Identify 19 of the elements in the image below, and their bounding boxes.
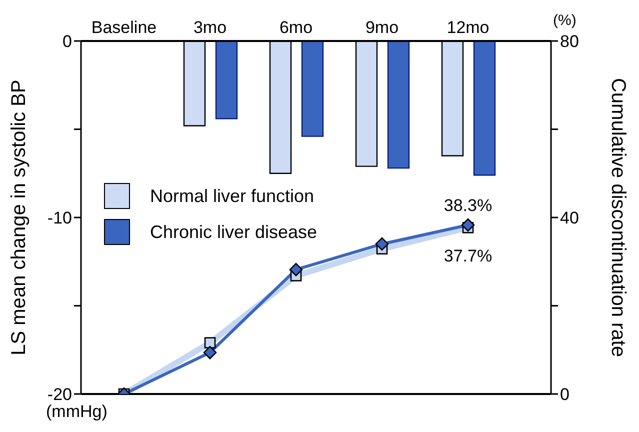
x-tick-label: 9mo [365,18,399,37]
text: (%) [553,12,576,29]
y-tick-label: -20 [47,385,72,404]
x-tick-label: 6mo [279,18,313,37]
x-tick-label: Baseline [91,18,157,37]
legend-label: Chronic liver disease [150,222,318,242]
y-tick-label: -10 [47,208,72,228]
legend-label: Normal liver function [150,186,314,206]
data-label: 37.7% [444,246,492,266]
data-label: 38.3% [444,196,492,215]
y2-axis-title: Cumulative discontinuation rate [606,78,629,358]
y2-tick-label: 40 [560,208,579,228]
y2-tick-label: 0 [560,385,570,404]
y-axis-title: LS mean change in systolic BP [8,80,30,356]
text: (mmHg) [46,402,108,422]
y-tick-label: 0 [62,32,72,52]
y2-tick-label: 80 [560,32,579,52]
x-tick-label: 12mo [446,18,490,37]
x-tick-label: 3mo [193,18,227,37]
